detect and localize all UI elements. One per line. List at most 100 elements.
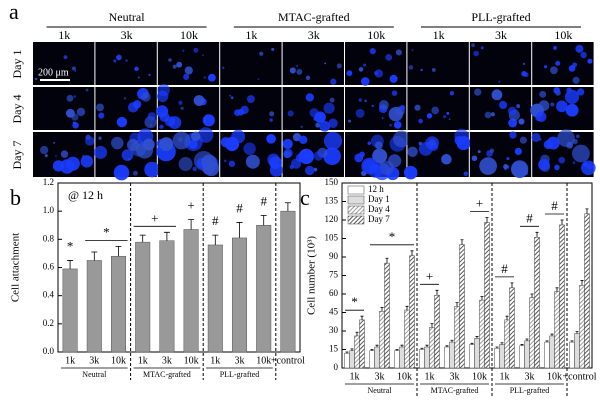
x-tick-label: 1k [138, 355, 148, 366]
legend-label: 12 h [368, 184, 384, 194]
micrograph [469, 42, 532, 85]
cell-cluster [558, 156, 566, 164]
cell-cluster [509, 131, 517, 139]
cell-cluster [132, 170, 138, 176]
cell-cluster [555, 60, 561, 66]
error-bar [555, 287, 559, 292]
cell-cluster [300, 125, 303, 128]
cell-cluster [418, 141, 423, 146]
x-tick-label: 1k [65, 355, 75, 366]
bar [549, 335, 555, 369]
error-bar [455, 302, 459, 307]
error-bar [510, 282, 514, 288]
cell-cluster [283, 148, 293, 158]
y-tick-label: 60 [329, 288, 339, 298]
cell-cluster [172, 131, 191, 150]
cell-cluster [309, 108, 319, 118]
x-tick-label: 10k [256, 355, 271, 366]
error-bar [260, 214, 267, 226]
error-bar [475, 336, 479, 339]
panel-label: b [10, 185, 21, 210]
error-bar [480, 296, 484, 301]
cell-cluster [289, 67, 296, 74]
cell-cluster [202, 114, 215, 127]
bar [509, 287, 515, 369]
bar [544, 341, 550, 369]
cell-cluster [134, 66, 139, 72]
cell-cluster [315, 122, 321, 128]
bar [469, 344, 475, 369]
bar [524, 340, 530, 369]
error-bar [450, 339, 454, 343]
bar [574, 333, 580, 369]
error-bar [580, 280, 584, 286]
legend-swatch [347, 205, 365, 215]
error-bar [420, 347, 424, 350]
y-tick-label: 30 [329, 325, 339, 335]
cell-cluster [576, 88, 585, 96]
cell-cluster [80, 155, 94, 168]
significance-mark: # [236, 200, 243, 215]
error-bar [520, 344, 524, 346]
cell-cluster [363, 63, 367, 67]
y-tick-label: 45 [329, 307, 339, 317]
cell-cluster [572, 76, 580, 84]
x-tick-label: 10k [397, 371, 412, 382]
cell-cluster [491, 89, 503, 101]
cell-cluster [313, 167, 318, 172]
x-tick-label: 10k [184, 355, 199, 366]
bar [554, 291, 560, 369]
cell-cluster [55, 155, 57, 157]
x-tick-label: 10k [111, 355, 126, 366]
significance-mark: # [551, 198, 558, 213]
cell-cluster [183, 73, 190, 80]
cell-cluster [203, 119, 206, 122]
cell-cluster [180, 106, 184, 110]
cell-cluster [364, 99, 367, 103]
significance-mark: * [103, 224, 110, 239]
cell-cluster [178, 157, 193, 171]
cell-cluster [66, 94, 74, 102]
cell-cluster [116, 55, 122, 61]
error-bar [560, 219, 564, 225]
cell-cluster [358, 98, 362, 102]
x-tick-label: 3k [235, 355, 245, 366]
cell-cluster [538, 158, 550, 171]
bar [280, 210, 296, 353]
group-label: PLL-grafted [220, 370, 260, 379]
error-bar [91, 251, 98, 261]
cell-cluster [553, 45, 558, 50]
x-tick-label: 1k [210, 355, 220, 366]
cell-cluster [374, 70, 379, 76]
cell-cluster [381, 117, 384, 119]
cell-cluster [223, 159, 227, 163]
x-tick-label: 3k [162, 355, 172, 366]
x-tick-label: 10k [472, 371, 487, 382]
significance-mark: + [187, 198, 194, 213]
error-bar [500, 342, 504, 345]
significance-mark: # [526, 210, 533, 225]
cell-cluster [565, 103, 579, 117]
y-tick-label: 0.0 [43, 346, 55, 356]
cell-cluster [190, 131, 201, 142]
x-tick-label: 1k [425, 371, 435, 382]
group-label: PLL-grafted [471, 10, 530, 24]
x-tick-label: 1k [500, 371, 510, 382]
bar [454, 306, 460, 369]
cell-cluster [72, 122, 79, 129]
cell-cluster [393, 130, 410, 148]
cell-cluster [519, 136, 527, 144]
cell-cluster [319, 120, 331, 132]
cell-cluster [229, 94, 232, 97]
cell-cluster [245, 154, 260, 169]
cell-cluster [121, 149, 134, 161]
x-tick-label: 3k [375, 371, 385, 382]
micrograph [33, 87, 95, 130]
error-bar [400, 344, 404, 348]
error-bar [395, 349, 399, 351]
error-bar [163, 231, 170, 241]
y-tick-label: 0.2 [43, 318, 54, 328]
cell-cluster [271, 47, 275, 51]
bar [449, 341, 455, 369]
error-bar [385, 257, 389, 264]
